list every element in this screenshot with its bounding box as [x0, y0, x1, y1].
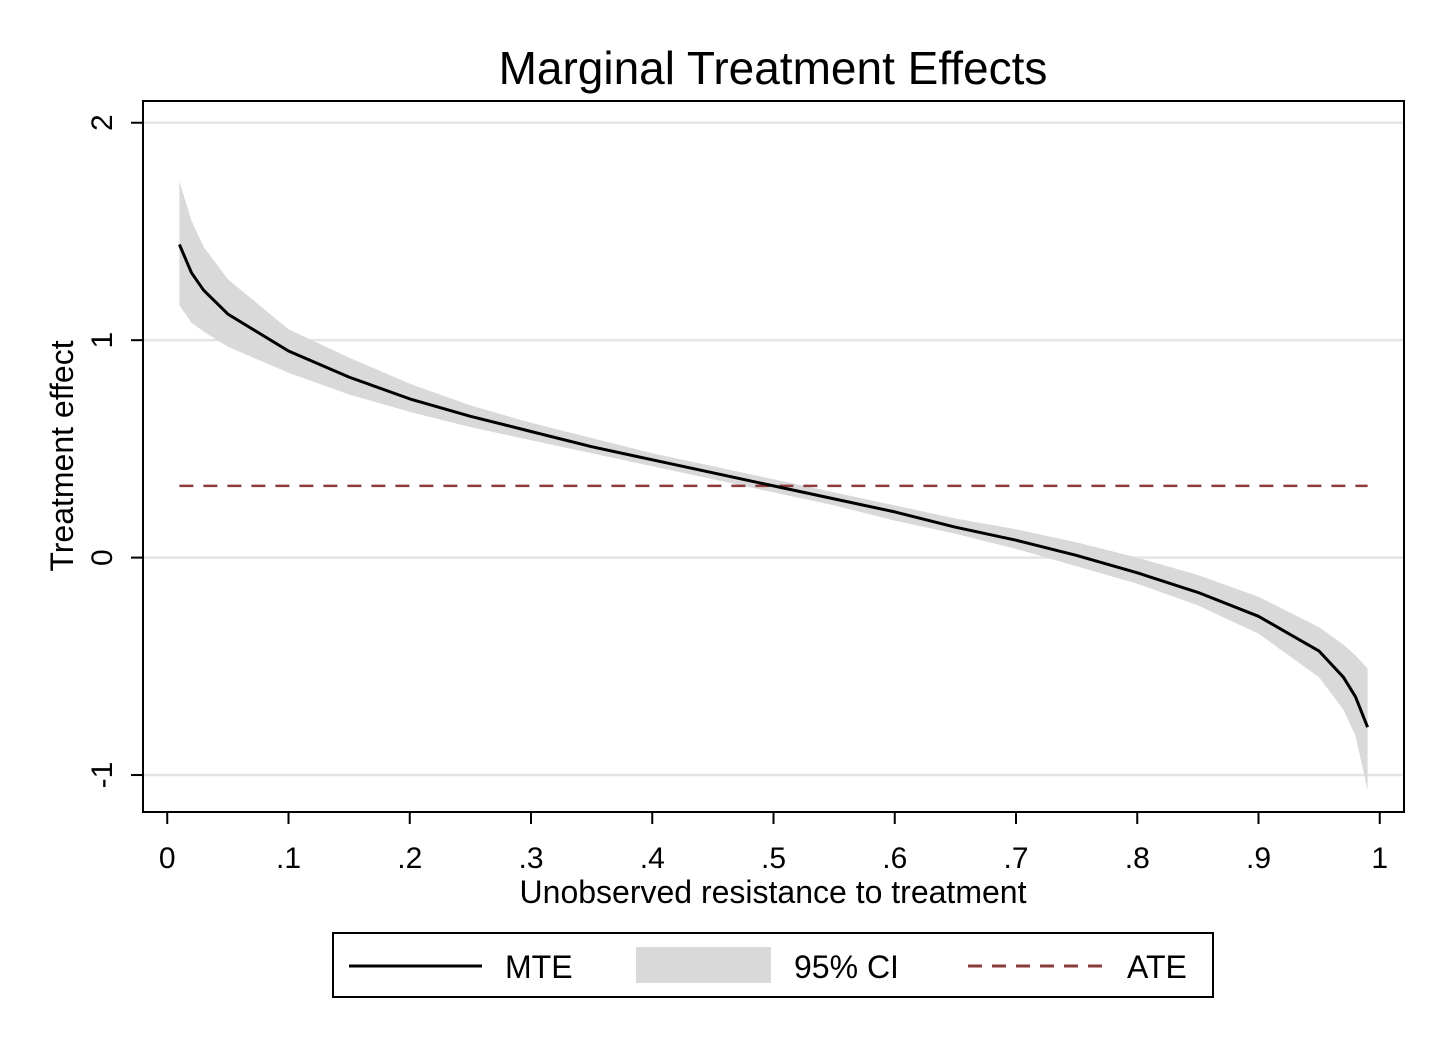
x-tick-label-1: .1: [276, 842, 301, 875]
x-tick-label-7: .7: [1003, 842, 1028, 875]
y-tick-label-0: -1: [86, 762, 119, 789]
legend-label-ci: 95% CI: [794, 949, 899, 985]
y-axis-label: Treatment effect: [44, 340, 80, 571]
legend-label-ate: ATE: [1127, 949, 1187, 985]
y-tick-label-3: 2: [86, 114, 119, 131]
x-axis-ticks: 0 .1 .2 .3 .4 .5 .6 .7 .8 .9 1: [159, 812, 1388, 875]
x-tick-label-6: .6: [882, 842, 907, 875]
x-tick-label-0: 0: [159, 842, 176, 875]
x-tick-label-2: .2: [397, 842, 422, 875]
x-tick-label-8: .8: [1125, 842, 1150, 875]
x-tick-label-9: .9: [1246, 842, 1271, 875]
x-axis-label: Unobserved resistance to treatment: [520, 874, 1027, 910]
x-tick-label-10: 1: [1371, 842, 1388, 875]
y-axis-ticks: -1 0 1 2: [86, 114, 143, 788]
x-tick-label-5: .5: [761, 842, 786, 875]
mte-layer: [178, 243, 1369, 728]
legend-label-mte: MTE: [505, 949, 573, 985]
series-mte-line: [178, 243, 1369, 728]
legend: MTE 95% CI ATE: [332, 932, 1214, 998]
x-tick-label-3: .3: [518, 842, 543, 875]
x-tick-label-4: .4: [640, 842, 665, 875]
legend-key-ci: [636, 947, 771, 983]
y-tick-label-2: 1: [86, 332, 119, 349]
y-tick-label-1: 0: [86, 549, 119, 566]
gridlines: [143, 121, 1404, 777]
chart-title: Marginal Treatment Effects: [499, 42, 1048, 94]
